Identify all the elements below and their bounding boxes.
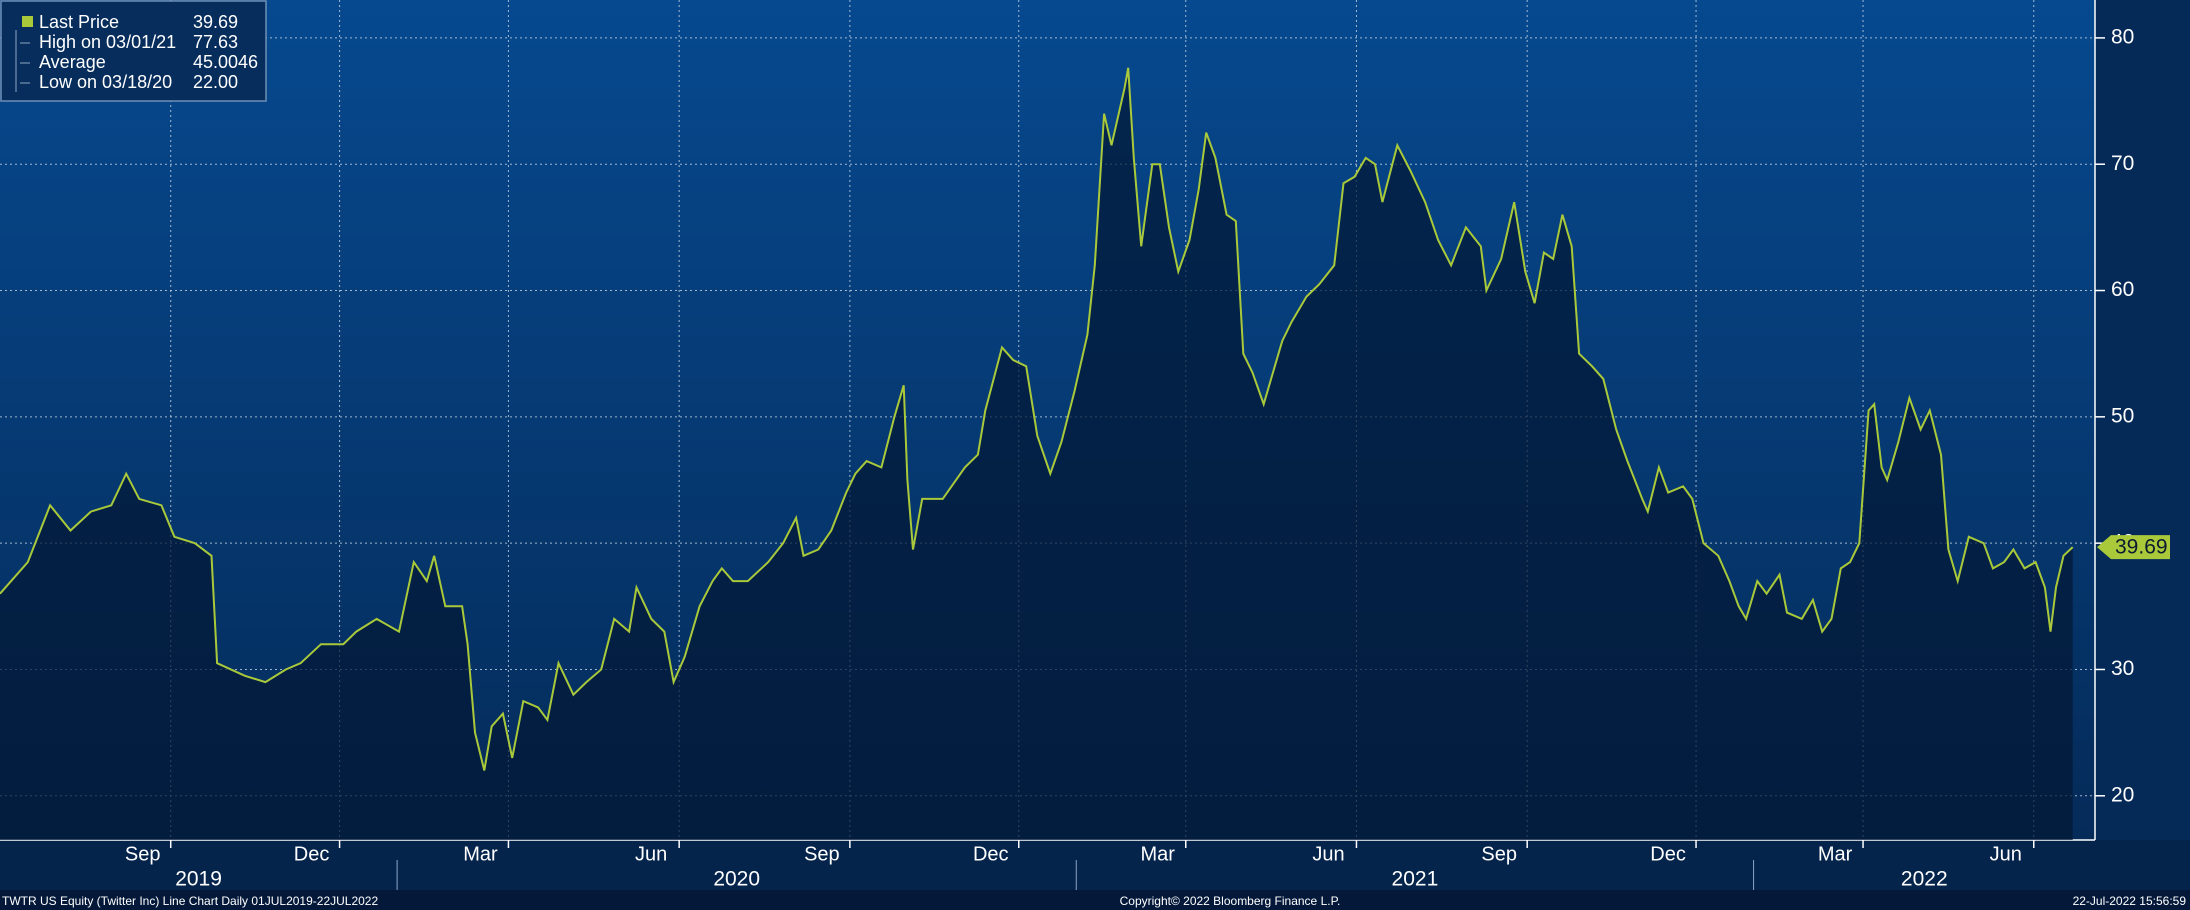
- stat-value: 22.00: [193, 72, 238, 92]
- stat-value: 77.63: [193, 32, 238, 52]
- stat-label: Average: [39, 52, 106, 72]
- last-price-label: 39.69: [2115, 536, 2168, 559]
- stat-label: Low on 03/18/20: [39, 72, 172, 92]
- x-tick-label: Dec: [294, 843, 330, 865]
- price-line: [0, 67, 2074, 771]
- x-tick-label: Sep: [125, 843, 161, 865]
- legend-swatch: [22, 16, 33, 27]
- x-tick-label: Mar: [1818, 843, 1853, 865]
- y-tick-label: 20: [2111, 783, 2134, 806]
- x-tick-label: Jun: [1990, 843, 2022, 865]
- legend-label: Last Price: [39, 12, 119, 32]
- area-fill: [0, 67, 2073, 841]
- x-tick-label: Mar: [1141, 843, 1176, 865]
- legend-value: 39.69: [193, 12, 238, 32]
- x-tick-label: Mar: [463, 843, 498, 865]
- footer-left: TWTR US Equity (Twitter Inc) Line Chart …: [2, 894, 378, 908]
- y-tick-label: 60: [2111, 278, 2134, 301]
- y-tick-label: 70: [2111, 152, 2134, 175]
- footer-center: Copyright© 2022 Bloomberg Finance L.P.: [1120, 894, 1341, 908]
- x-tick-label: Jun: [635, 843, 667, 865]
- year-label: 2022: [1901, 868, 1948, 891]
- legend-box: [0, 0, 267, 102]
- last-price-tag: [2097, 535, 2170, 560]
- y-tick-label: 50: [2111, 404, 2134, 427]
- year-label: 2019: [175, 868, 222, 891]
- stat-label: High on 03/01/21: [39, 32, 176, 52]
- y-tick-label: 80: [2111, 25, 2134, 48]
- year-label: 2021: [1392, 868, 1439, 891]
- axis-strip: [0, 840, 2190, 890]
- x-tick-label: Jun: [1312, 843, 1344, 865]
- footer-right: 22-Jul-2022 15:56:59: [2073, 894, 2187, 908]
- footer-strip: [0, 890, 2190, 910]
- x-tick-label: Dec: [973, 843, 1009, 865]
- x-tick-label: Dec: [1650, 843, 1686, 865]
- stat-value: 45.0046: [193, 52, 258, 72]
- y-tick-label: 30: [2111, 657, 2134, 680]
- x-tick-label: Sep: [804, 843, 840, 865]
- year-label: 2020: [713, 868, 760, 891]
- x-tick-label: Sep: [1481, 843, 1517, 865]
